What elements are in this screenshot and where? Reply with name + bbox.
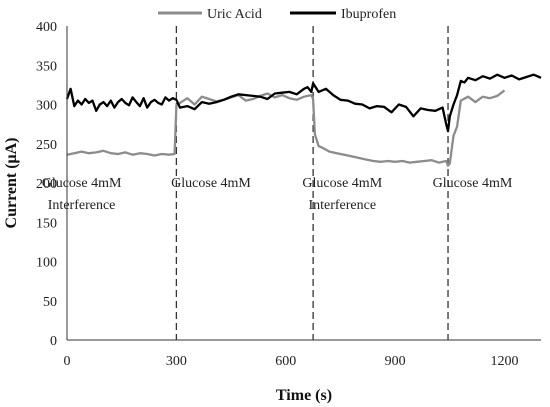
x-tick-label: 0 bbox=[64, 354, 71, 369]
y-tick-label: 0 bbox=[50, 334, 57, 349]
y-tick-label: 300 bbox=[36, 99, 57, 114]
x-tick-labels: 0 300 600 900 1200 bbox=[64, 354, 519, 369]
phase-divider-lines bbox=[175, 26, 449, 340]
series-lines bbox=[65, 73, 542, 167]
x-axis-title: Time (s) bbox=[276, 387, 332, 404]
legend-label-ibuprofen: Ibuprofen bbox=[341, 7, 396, 22]
phase-annotation-line: Interference bbox=[308, 198, 376, 213]
y-tick-label: 250 bbox=[36, 138, 57, 153]
y-tick-label: 200 bbox=[36, 177, 57, 192]
phase-annotation-line: Glucose 4mM bbox=[302, 176, 382, 191]
x-tick-label: 900 bbox=[385, 354, 406, 369]
phase-annotations: Glucose 4mM Interference Glucose 4mM Glucos… bbox=[42, 176, 513, 213]
y-tick-label: 350 bbox=[36, 59, 57, 74]
series-line-uric-acid bbox=[66, 89, 506, 167]
x-tick-label: 300 bbox=[166, 354, 187, 369]
legend: Uric Acid Ibuprofen bbox=[158, 7, 396, 22]
y-tick-labels: 0 50 100 150 200 250 300 350 400 bbox=[36, 20, 57, 349]
x-tick-label: 1200 bbox=[491, 354, 519, 369]
series-line-ibuprofen bbox=[65, 73, 542, 133]
y-tick-label: 50 bbox=[43, 295, 57, 310]
y-tick-label: 100 bbox=[36, 256, 57, 271]
y-axis-title: Current (μA) bbox=[3, 138, 20, 229]
phase-annotation-line: Interference bbox=[48, 198, 116, 213]
y-tick-label: 150 bbox=[36, 216, 57, 231]
y-tick-label: 400 bbox=[36, 20, 57, 35]
x-tick-label: 600 bbox=[275, 354, 296, 369]
legend-label-uric-acid: Uric Acid bbox=[207, 7, 262, 22]
phase-annotation-line: Glucose 4mM bbox=[171, 176, 251, 191]
phase-annotation-line: Glucose 4mM bbox=[42, 176, 122, 191]
phase-annotation-line: Glucose 4mM bbox=[433, 176, 513, 191]
